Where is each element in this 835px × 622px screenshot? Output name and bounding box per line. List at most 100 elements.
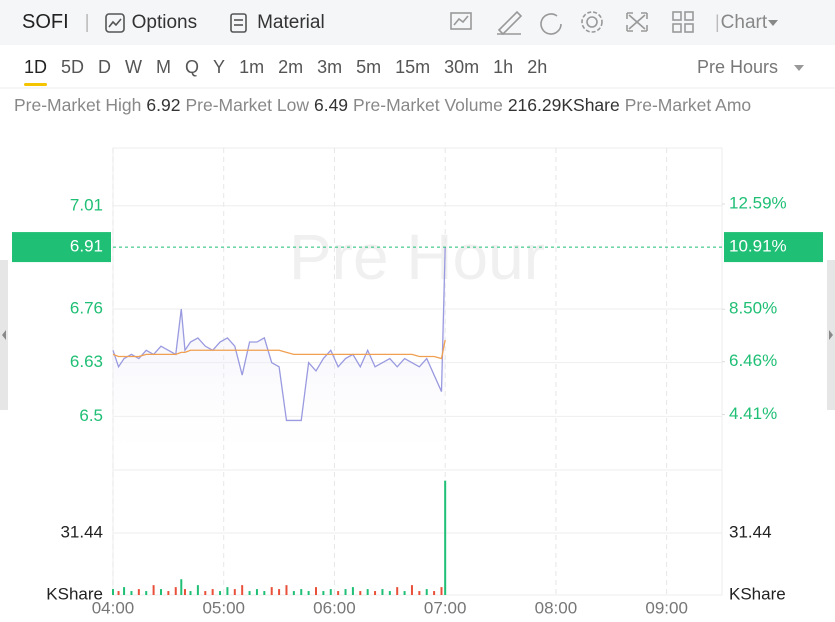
volume-bar [174, 587, 177, 595]
stats-row: Pre-Market High 6.92 Pre-Market Low 6.49 Pre… [14, 95, 835, 116]
timeframe[interactable]: 1h [493, 56, 514, 77]
volume-tick-label: 31.44 [60, 522, 103, 541]
volume-bar [351, 587, 354, 595]
stat-label: Pre-Market Volume [353, 95, 503, 115]
stat-value: 6.49 [313, 95, 349, 115]
volume-bar [344, 589, 347, 595]
volume-bar [307, 591, 310, 595]
volume-bar [337, 591, 340, 595]
volume-bar [145, 591, 148, 595]
options-icon [104, 12, 125, 33]
plot-frame [112, 147, 723, 596]
volume-tick-label: KShare [46, 584, 103, 603]
volume-bar [396, 587, 399, 595]
timeframe[interactable]: 2m [278, 56, 304, 77]
y2-tick-label: 6.46% [729, 351, 777, 370]
y2-tick-label: 8.50% [729, 299, 777, 318]
last-change-tag [724, 232, 823, 263]
volume-bar [137, 589, 140, 595]
volume-bar [381, 589, 384, 595]
timeframe-bar: 1D 5D D W M Q Y 1m 2m 3m 5m 15m 30m 1h 2h Pre Hours [0, 45, 835, 89]
volume-bar [226, 587, 229, 595]
timeframe[interactable]: 1m [239, 56, 265, 77]
volume-bar [180, 579, 183, 595]
toolbar: SOFI | Options Material | Chart [0, 0, 835, 45]
volume-bar [300, 589, 303, 595]
last-price-label: 6.91 [70, 237, 103, 256]
volume-bar [233, 589, 236, 595]
watermark: Pre Hour [289, 221, 545, 293]
timeframe[interactable]: Q [185, 56, 200, 77]
x-tick-label: 09:00 [645, 598, 688, 617]
volume-bar [359, 591, 362, 595]
volume-bar [374, 591, 377, 595]
y-tick-label: 6.76 [70, 298, 103, 317]
right-handle[interactable] [827, 260, 835, 410]
volume-bar [329, 589, 332, 595]
price-line [112, 247, 446, 422]
y-tick-label: 6.5 [79, 406, 103, 425]
chart-menu[interactable]: Chart [720, 11, 768, 33]
volume-bar [204, 591, 207, 595]
volume-bar [285, 585, 288, 595]
timeframe[interactable]: 30m [444, 56, 480, 77]
x-tick-label: 07:00 [424, 598, 467, 617]
chart-menu-arrow [768, 19, 779, 26]
volume-bar [278, 589, 281, 595]
left-arrow [2, 330, 6, 340]
volume-bar [270, 587, 273, 595]
average-line [112, 339, 446, 360]
timeframe[interactable]: 5D [61, 56, 85, 77]
volume-bar [189, 591, 192, 595]
stat-value: 6.92 [146, 95, 181, 115]
volume-bar [403, 591, 406, 595]
last-change-label: 10.91% [729, 237, 787, 256]
volume-bar [183, 589, 186, 595]
timeframe[interactable]: 5m [356, 56, 382, 77]
session-arrow [794, 65, 804, 71]
volume-bar [366, 589, 369, 595]
volume-bar [117, 591, 120, 595]
tab[interactable]: Material [257, 11, 325, 33]
volume-bar [425, 589, 428, 595]
volume-bar [410, 585, 413, 595]
timeframe[interactable]: 15m [395, 56, 431, 77]
volume-bar [440, 587, 443, 595]
last-price-tag [12, 232, 111, 263]
x-tick-label: 04:00 [92, 598, 135, 617]
timeframe[interactable]: 1D [24, 51, 48, 86]
x-tick-label: 08:00 [535, 598, 578, 617]
timeframe[interactable]: M [156, 56, 172, 77]
tool-icons: | [449, 10, 719, 35]
volume-bar [152, 585, 155, 595]
volume-bar [112, 589, 114, 595]
timeframes: 1D 5D D W M Q Y 1m 2m 3m 5m 15m 30m 1h 2h [10, 51, 548, 86]
x-tick-label: 05:00 [202, 598, 245, 617]
volume-bar [159, 589, 162, 595]
timeframe[interactable]: 2h [527, 56, 548, 77]
timeframe[interactable]: D [98, 56, 112, 77]
tab[interactable]: Options [131, 11, 198, 33]
volume-bar [255, 589, 258, 595]
separator: | [84, 11, 90, 33]
volume-bar [263, 591, 266, 595]
stat-label: Pre-Market Low [185, 95, 309, 115]
volume-bar [433, 591, 436, 595]
timeframe[interactable]: Y [213, 56, 226, 77]
volume-bar [211, 589, 214, 595]
volume-bar [196, 585, 199, 595]
left-handle[interactable] [0, 260, 8, 410]
volume-bar [418, 591, 421, 595]
stat-label: Pre-Market High [14, 95, 142, 115]
symbol[interactable]: SOFI [22, 11, 69, 33]
timeframe[interactable]: 3m [317, 56, 343, 77]
x-tick-label: 06:00 [313, 598, 356, 617]
timeframe[interactable]: W [125, 56, 143, 77]
price-area [113, 247, 446, 470]
stat-label: Pre-Market Amo [624, 95, 752, 115]
session-select[interactable]: Pre Hours [697, 56, 779, 77]
volume-bar [388, 591, 391, 595]
volume-bar [167, 591, 170, 595]
y-tick-label: 7.01 [70, 195, 103, 214]
